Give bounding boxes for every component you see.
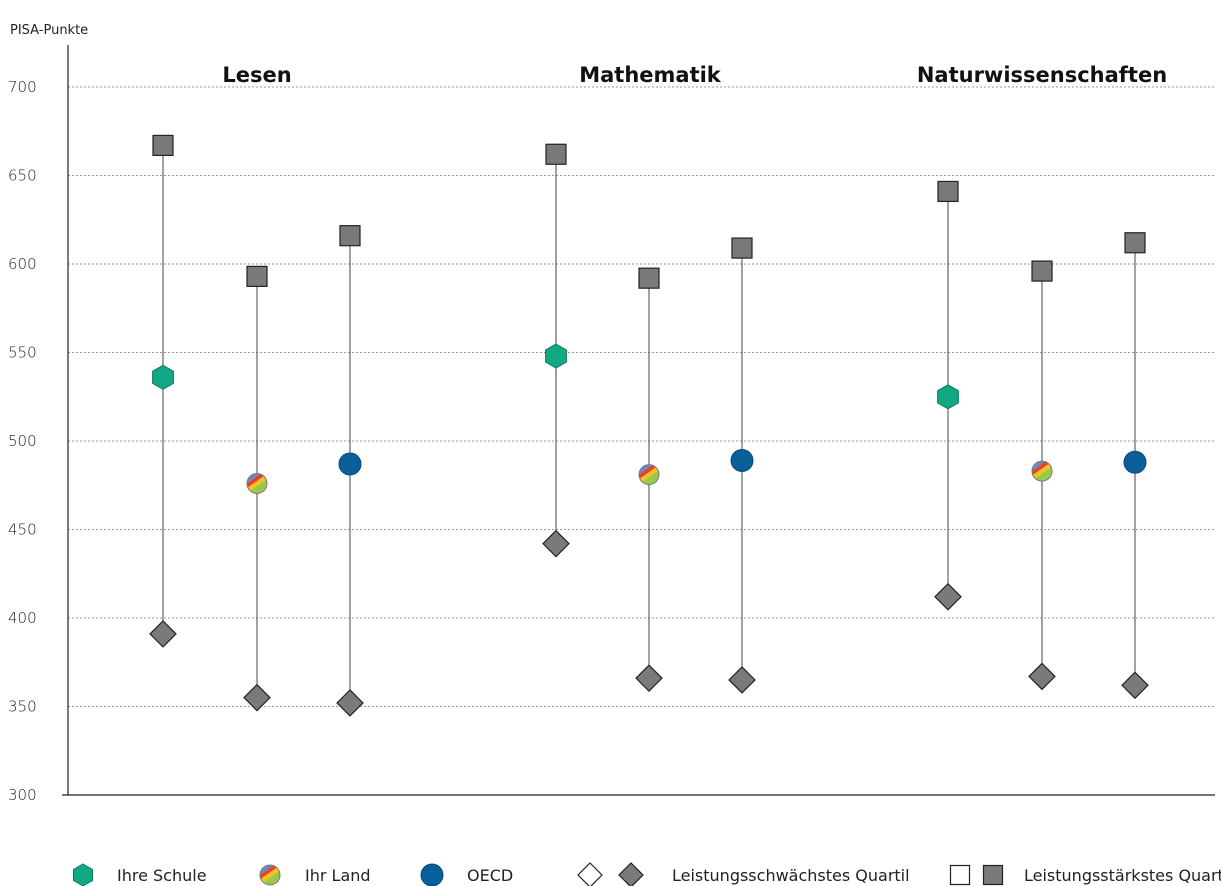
mean-marker-school <box>937 384 959 410</box>
y-tick-label: 650 <box>8 167 37 185</box>
y-tick-label: 600 <box>8 255 37 273</box>
bottom-quartile-marker <box>149 620 177 648</box>
bottom-quartile-marker <box>635 664 663 693</box>
grid-layer <box>68 86 1215 707</box>
mean-marker-school <box>152 364 174 390</box>
y-tick-label: 550 <box>8 344 37 362</box>
legend-country-icon <box>256 861 284 886</box>
bottom-quartile-marker <box>1028 662 1056 691</box>
y-tick-label: 400 <box>8 609 37 627</box>
top-quartile-marker <box>152 134 174 157</box>
subject-labels: Lesen Mathematik Naturwissenschaften <box>222 63 1167 87</box>
y-tick-label: 450 <box>8 521 37 539</box>
top-quartile-marker <box>1031 260 1053 282</box>
legend-low-label: Leistungsschwächstes Quartil <box>672 866 910 885</box>
subject-label: Naturwissenschaften <box>917 63 1167 87</box>
bottom-quartile-marker <box>243 683 271 712</box>
mean-marker-oecd <box>730 448 754 472</box>
top-quartile-marker <box>937 180 959 203</box>
bottom-quartile-marker <box>728 666 756 694</box>
y-tick-label: 300 <box>8 786 37 804</box>
top-quartile-marker <box>731 237 753 259</box>
legend-oecd-icon <box>420 863 444 886</box>
legend-high-filled-icon <box>982 864 1004 886</box>
top-quartile-marker <box>1124 232 1146 254</box>
data-layer <box>149 134 1149 717</box>
legend-low-open-icon <box>577 862 603 886</box>
y-axis-title: PISA-Punkte <box>10 23 88 38</box>
legend-low-filled-icon <box>618 862 644 886</box>
mean-marker-school <box>545 343 567 369</box>
legend-high-label: Leistungsstärkstes Quartil <box>1024 866 1221 885</box>
axis-layer: 300 350 400 450 500 550 600 650 700 <box>8 45 1215 804</box>
mean-marker-oecd <box>1123 450 1147 474</box>
bottom-quartile-marker <box>336 689 364 717</box>
subject-label: Mathematik <box>579 63 722 87</box>
bottom-quartile-marker <box>1121 671 1149 700</box>
legend-oecd-label: OECD <box>467 866 513 885</box>
y-tick-label: 500 <box>8 432 37 450</box>
legend-school-icon <box>73 863 93 886</box>
legend: Ihre Schule Ihr Land OECD Leistungsschwächs… <box>73 861 1221 886</box>
bottom-quartile-marker <box>542 529 570 558</box>
top-quartile-marker <box>545 143 567 165</box>
mean-marker-oecd <box>338 452 362 476</box>
top-quartile-marker <box>246 265 268 287</box>
subject-label: Lesen <box>222 63 291 87</box>
legend-school-label: Ihre Schule <box>117 866 207 885</box>
legend-country-label: Ihr Land <box>305 866 371 885</box>
top-quartile-marker <box>638 267 660 289</box>
y-tick-label: 350 <box>8 698 37 716</box>
top-quartile-marker <box>339 225 361 247</box>
bottom-quartile-marker <box>934 582 962 611</box>
legend-high-open-icon <box>949 864 971 886</box>
y-tick-label: 700 <box>8 78 37 96</box>
